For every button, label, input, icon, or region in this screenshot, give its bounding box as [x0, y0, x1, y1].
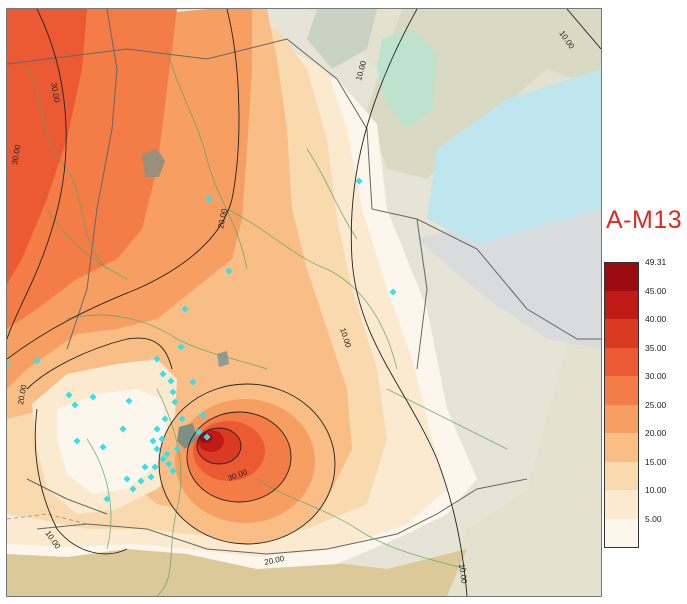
contour-10-east	[350, 9, 468, 596]
legend-label: 25.00	[645, 399, 667, 410]
legend-swatch	[604, 433, 639, 462]
station-marker	[163, 450, 171, 458]
station-marker	[153, 445, 161, 453]
legend-label: 30.00	[645, 371, 667, 381]
station-marker	[149, 437, 157, 445]
station-marker	[181, 305, 189, 313]
station-marker	[151, 463, 159, 471]
contour-30-hotspot	[196, 427, 242, 465]
small-lake-north	[142, 149, 165, 177]
legend-label: 20.00	[645, 428, 667, 438]
station-marker	[177, 343, 185, 351]
station-marker	[99, 443, 107, 451]
station-marker	[167, 377, 175, 385]
station-marker	[199, 411, 207, 419]
legend-swatch	[604, 347, 639, 376]
station-marker	[203, 433, 211, 441]
administrative-boundaries	[7, 9, 601, 555]
contour-lines	[7, 9, 601, 596]
station-marker	[129, 485, 137, 493]
station-marker	[171, 398, 179, 406]
station-marker	[169, 388, 177, 396]
station-marker	[123, 475, 131, 483]
low-pocket-inner	[57, 389, 167, 494]
station-marker	[65, 391, 73, 399]
outer-region-north-green	[307, 9, 377, 69]
contour-10-southwest	[34, 408, 128, 555]
station-marker	[147, 473, 155, 481]
station-marker	[73, 437, 81, 445]
station-marker	[103, 495, 111, 503]
station-marker	[159, 455, 167, 463]
station-marker	[89, 393, 97, 401]
contour-20-north	[7, 9, 240, 360]
station-marker	[119, 425, 127, 433]
color-legend: 49.31 45.00 40.00 35.00 30.00 25.00 20.00 15.0…	[604, 257, 684, 550]
contour-20-hotspot	[186, 411, 292, 503]
station-marker	[153, 425, 161, 433]
legend-swatch	[604, 262, 639, 292]
legend-swatch	[604, 490, 639, 519]
legend-swatch	[604, 376, 639, 405]
station-marker	[161, 415, 169, 423]
legend-label: 40.00	[645, 314, 667, 324]
legend-label: 35.00	[645, 342, 667, 353]
map-canvas: 10.00 10.00 10.00 10.00 10.00 20.00 20.0…	[7, 9, 601, 596]
station-marker	[165, 460, 173, 468]
station-marker	[225, 267, 233, 275]
lake	[427, 69, 601, 244]
station-marker	[173, 445, 181, 453]
legend-label: 5.00	[645, 513, 662, 524]
legend-label: 10.00	[645, 485, 667, 495]
station-marker	[389, 288, 397, 296]
legend-label: 45.00	[645, 285, 667, 296]
map-title: A-M13	[606, 206, 683, 234]
contour-label-20-south: 20.00	[264, 554, 286, 567]
station-marker	[158, 435, 166, 443]
small-lake-south	[177, 423, 197, 449]
legend-max-label: 49.31	[645, 257, 667, 267]
station-marker	[141, 463, 149, 471]
map-panel: 10.00 10.00 10.00 10.00 10.00 20.00 20.0…	[6, 8, 602, 597]
station-marker	[137, 477, 145, 485]
contour-label-20-north: 20.00	[216, 207, 229, 229]
wetland	[377, 29, 437, 129]
station-marker	[205, 195, 213, 203]
station-marker	[7, 359, 11, 367]
station-markers	[7, 177, 397, 503]
station-marker	[195, 428, 203, 436]
band-30-35	[7, 9, 87, 284]
legend-swatch	[604, 404, 639, 433]
legend-swatch	[604, 290, 639, 319]
station-marker	[178, 415, 186, 423]
station-marker	[153, 355, 161, 363]
contour-30-west	[7, 9, 67, 340]
contour-10-northeast	[566, 9, 601, 50]
station-marker	[355, 177, 363, 185]
station-marker	[169, 467, 177, 475]
contour-20-southwest	[26, 337, 173, 390]
legend-swatch	[604, 319, 639, 348]
station-marker	[125, 397, 133, 405]
contour-label-30-west: 30.00	[10, 144, 22, 166]
legend-label: 15.00	[645, 456, 667, 467]
contour-label-10-south: 10.00	[457, 563, 469, 585]
legend-swatch	[604, 461, 639, 490]
station-marker	[189, 378, 197, 386]
legend-swatch	[604, 518, 639, 548]
station-marker	[159, 370, 167, 378]
contour-10-hotspot	[158, 383, 336, 545]
contour-label-20-west: 20.00	[16, 384, 28, 406]
river-network	[26, 48, 508, 596]
station-marker	[33, 357, 41, 365]
contour-label-30-north: 30.00	[49, 82, 61, 104]
station-marker	[71, 401, 79, 409]
